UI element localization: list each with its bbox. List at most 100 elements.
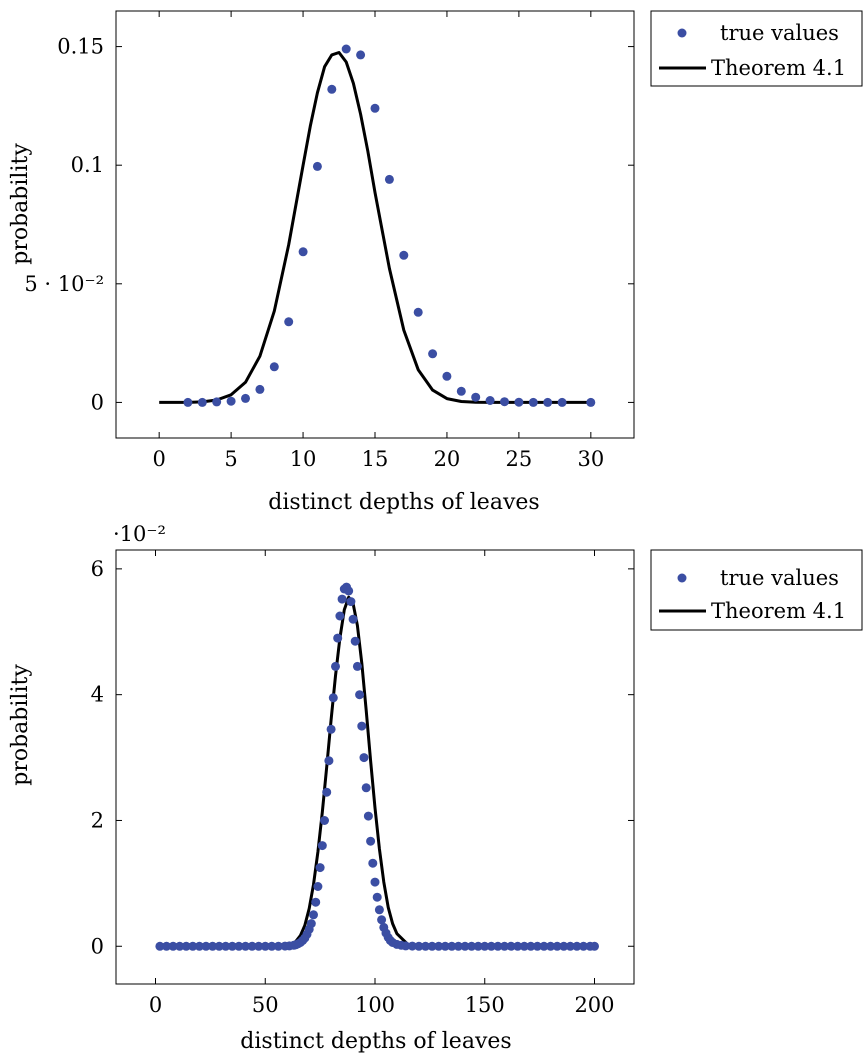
top-data-point (255, 384, 265, 394)
bot-data-point (572, 941, 582, 951)
bot-data-point (453, 941, 463, 951)
bot-y-tick-label: 6 (91, 557, 104, 581)
top-data-point (485, 396, 495, 405)
top-data-point (428, 349, 438, 359)
top-data-point (356, 50, 366, 60)
bot-x-tick-label: 150 (465, 993, 505, 1017)
bot-data-point (407, 941, 417, 951)
bot-data-point (352, 661, 362, 671)
bot-data-point (208, 941, 218, 951)
bot-data-point (579, 941, 588, 951)
bot-x-tick-label: 100 (355, 993, 395, 1017)
bottom-y-ticks: 0 2 4 6 (91, 557, 634, 958)
bot-data-point (493, 941, 503, 951)
bot-x-tick-label: 50 (252, 993, 279, 1017)
bot-data-point (260, 941, 270, 951)
bot-x-tick-label: 0 (149, 993, 162, 1017)
bot-data-point (359, 753, 369, 763)
bot-data-point (370, 877, 380, 887)
bottom-chart: ·10⁻² 0 50 100 150 200 0 2 4 6 distinct depths … (8, 522, 863, 1054)
bot-data-point (363, 811, 373, 821)
top-data-point (226, 396, 236, 406)
top-x-axis-label: distinct depths of leaves (268, 490, 539, 515)
bot-data-point (348, 614, 358, 624)
bottom-true-values-points (155, 582, 599, 951)
bot-data-point (513, 941, 523, 951)
bottom-y-scale-label: ·10⁻² (113, 522, 166, 546)
top-data-point (312, 161, 322, 171)
top-data-point (183, 397, 193, 407)
top-data-point (500, 397, 509, 407)
bot-x-tick-label: 200 (574, 993, 614, 1017)
bot-data-point (590, 941, 599, 951)
top-data-point (197, 397, 207, 407)
bot-data-point (333, 633, 343, 643)
top-data-point (269, 362, 279, 372)
bot-data-point (326, 724, 336, 734)
bottom-y-axis-label: probability (8, 664, 33, 786)
top-data-point (284, 317, 294, 327)
bot-data-point (539, 941, 549, 951)
bot-data-point (324, 756, 334, 766)
top-data-point (212, 397, 222, 407)
bot-data-point (306, 919, 316, 929)
bot-data-point (155, 941, 165, 951)
top-data-point (298, 247, 308, 257)
bot-data-point (234, 941, 244, 951)
bot-data-point (168, 941, 178, 951)
bottom-legend-theorem: Theorem 4.1 (711, 599, 846, 623)
top-y-ticks: 0 5 · 10⁻² 0.1 0.15 (24, 35, 634, 414)
bot-data-point (427, 941, 437, 951)
bottom-legend-box (650, 549, 863, 631)
bot-data-point (434, 941, 444, 951)
bot-data-point (519, 941, 529, 951)
top-data-point (370, 103, 380, 113)
bot-data-point (247, 941, 257, 951)
bot-data-point (552, 941, 562, 951)
bot-data-point (320, 816, 329, 825)
bot-data-point (214, 941, 224, 951)
bot-data-point (315, 863, 325, 873)
top-data-point (557, 397, 567, 407)
bot-data-point (447, 941, 457, 951)
top-data-point (456, 386, 466, 396)
top-plot-frame (115, 10, 635, 439)
bot-data-point (346, 597, 356, 607)
top-data-point (528, 397, 538, 407)
top-legend-true-values: true values (720, 21, 839, 45)
bot-data-point (500, 941, 509, 951)
bot-data-point (361, 783, 371, 793)
top-data-point (471, 392, 481, 402)
top-y-axis-label: probability (8, 143, 33, 265)
bot-data-point (401, 941, 411, 951)
bot-data-point (565, 941, 575, 951)
bot-data-point (480, 941, 490, 951)
top-legend: true values Theorem 4.1 (650, 10, 863, 87)
top-x-tick-label: 20 (434, 447, 461, 471)
top-legend-box (650, 10, 863, 87)
top-x-tick-label: 15 (362, 447, 389, 471)
top-true-values-points (183, 44, 596, 407)
top-x-tick-label: 30 (577, 447, 604, 471)
bot-data-point (559, 941, 569, 951)
top-x-tick-label: 10 (290, 447, 317, 471)
bot-data-point (372, 892, 382, 902)
bottom-plot-frame (115, 549, 635, 985)
bot-data-point (467, 941, 477, 951)
bot-data-point (331, 661, 340, 671)
bot-data-point (188, 941, 198, 951)
bottom-legend: true values Theorem 4.1 (650, 549, 863, 631)
bot-data-point (241, 941, 250, 951)
top-x-ticks: 0 5 10 15 20 25 30 (152, 11, 604, 471)
bot-data-point (350, 636, 360, 646)
bot-data-point (322, 787, 332, 797)
top-data-point (384, 174, 394, 184)
top-x-tick-label: 25 (506, 447, 533, 471)
bot-data-point (313, 882, 323, 891)
bot-data-point (317, 841, 327, 851)
top-x-tick-label: 5 (224, 447, 237, 471)
bot-data-point (311, 897, 321, 907)
bot-data-point (473, 941, 483, 951)
bot-data-point (486, 941, 496, 951)
